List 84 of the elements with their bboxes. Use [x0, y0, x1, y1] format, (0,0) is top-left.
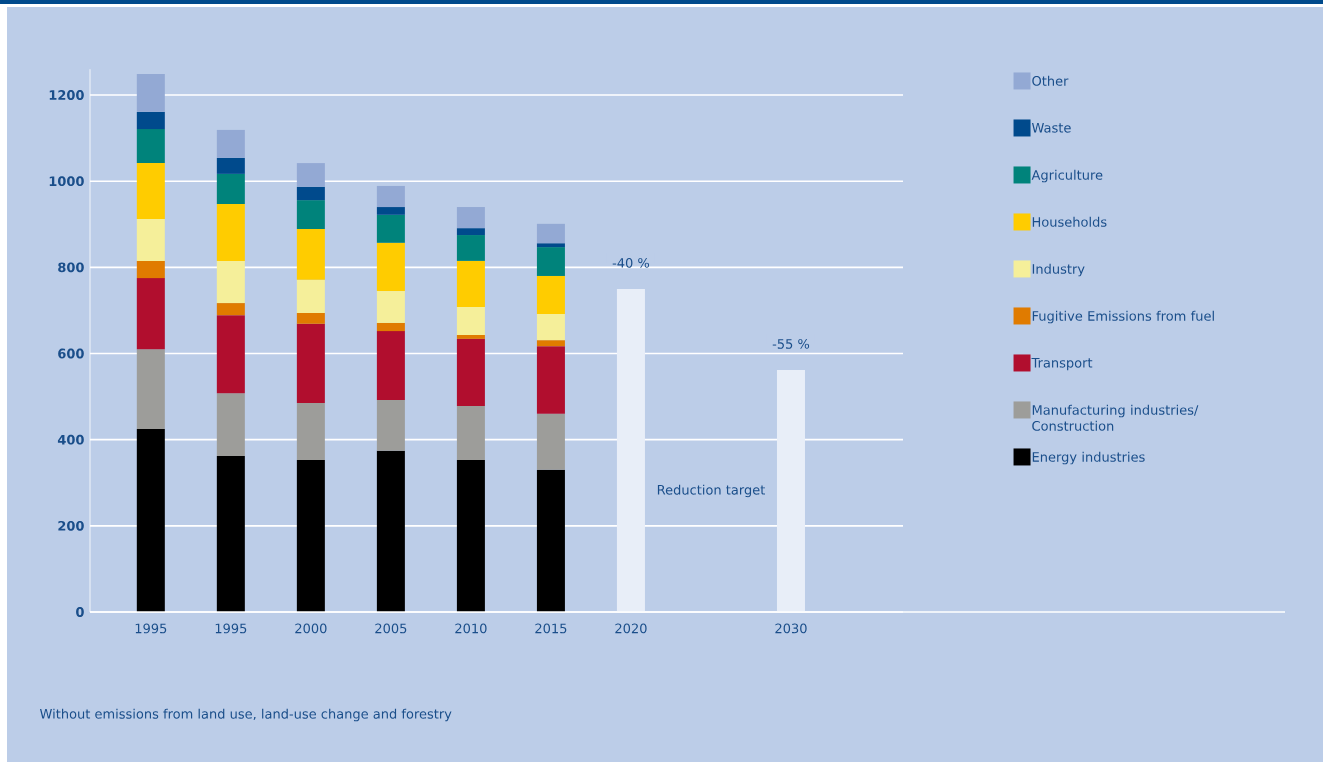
bar	[376, 291, 405, 323]
legend-label: Energy industries	[1032, 451, 1145, 465]
x-tick-label: 1995	[215, 623, 247, 634]
bar	[536, 275, 565, 314]
bar	[216, 303, 245, 316]
bar	[296, 229, 325, 280]
bar	[136, 278, 165, 350]
bar	[376, 185, 405, 208]
x-tick-label: 2020	[615, 623, 647, 634]
bar	[456, 459, 485, 612]
bar	[296, 403, 325, 460]
legend-label: Transport	[1031, 357, 1093, 371]
bar	[216, 129, 245, 158]
bar	[376, 322, 405, 332]
bar	[536, 346, 565, 414]
bar	[296, 186, 325, 201]
bar	[136, 111, 165, 130]
x-tick-label: 2005	[375, 623, 407, 634]
bar	[456, 228, 485, 236]
bar	[296, 163, 325, 187]
y-tick-label: 600	[58, 348, 84, 359]
bar	[136, 129, 165, 164]
annotation: -40 %	[612, 257, 650, 268]
bar	[456, 334, 485, 339]
bar	[376, 207, 405, 215]
bar	[456, 207, 485, 229]
bar	[616, 288, 645, 612]
bar	[136, 163, 165, 220]
bar	[536, 340, 565, 347]
bar	[376, 450, 405, 612]
bar	[376, 242, 405, 292]
bar	[216, 173, 245, 205]
bar	[376, 214, 405, 243]
x-tick-label: 2030	[775, 623, 807, 634]
bar	[376, 331, 405, 401]
bar	[296, 323, 325, 404]
bar	[296, 459, 325, 612]
y-tick-label: 1000	[49, 176, 84, 187]
bar	[376, 400, 405, 451]
y-tick-label: 200	[58, 520, 84, 531]
bar	[216, 315, 245, 394]
bar	[536, 313, 565, 341]
annotation: Reduction target	[657, 484, 765, 498]
bar	[296, 200, 325, 230]
bar	[216, 393, 245, 457]
x-tick-label: 2015	[535, 623, 567, 634]
legend-label: Fugitive Emissions from fuel	[1032, 310, 1214, 324]
bar	[456, 235, 485, 261]
bar	[136, 260, 165, 279]
bar	[536, 469, 565, 612]
legend-label: Households	[1032, 216, 1107, 227]
y-tick-label: 0	[76, 607, 84, 617]
bar	[216, 204, 245, 261]
bar	[456, 260, 485, 307]
x-tick-label: 2000	[295, 623, 327, 634]
legend-label: Waste	[1031, 122, 1071, 133]
bar	[136, 349, 165, 429]
bar	[456, 306, 485, 335]
x-tick-label: 1995	[135, 623, 167, 634]
bar	[136, 428, 165, 612]
bar	[456, 338, 485, 407]
y-tick-label: 400	[57, 434, 84, 445]
bar	[536, 413, 565, 470]
y-tick-label: 1200	[49, 90, 84, 100]
bar	[536, 223, 565, 244]
annotation: -55 %	[772, 338, 810, 349]
bar	[216, 157, 245, 174]
bar	[456, 406, 485, 460]
x-tick-label: 2010	[455, 623, 487, 634]
bar	[136, 73, 165, 112]
legend-label: Manufacturing industries/ Construction	[1032, 404, 1199, 431]
bar	[216, 456, 245, 612]
bar	[216, 260, 245, 304]
bar	[536, 247, 565, 276]
legend-label: Industry	[1032, 263, 1085, 277]
legend-label: Other	[1032, 75, 1069, 86]
bar	[776, 369, 805, 612]
bar	[536, 243, 565, 248]
text: Without emissions from land use, land-use change and forestry	[39, 708, 452, 722]
y-tick-label: 800	[58, 262, 84, 273]
legend-label: Agriculture	[1031, 169, 1103, 183]
bar	[136, 219, 165, 261]
bar	[296, 313, 325, 324]
bar	[296, 279, 325, 314]
